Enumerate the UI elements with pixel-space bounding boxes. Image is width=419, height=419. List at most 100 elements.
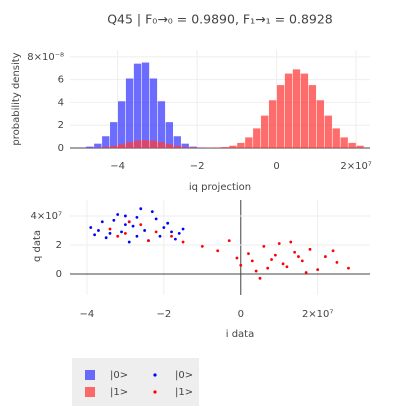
point [123,223,127,227]
bar [276,85,285,148]
bar [141,62,150,149]
point [147,239,150,243]
point [335,260,339,264]
point [304,271,308,274]
y-tick-label: 2 [58,120,64,131]
point [239,263,243,267]
bar [332,128,340,148]
point [123,231,127,235]
legend-label: |0> [110,370,128,381]
point [331,249,335,253]
point [108,227,112,231]
legend-label: |1> [110,387,128,398]
point [116,234,120,238]
bar [316,100,325,148]
legend-swatch [85,387,95,397]
point [170,234,173,238]
x-tick-label: 0 [238,309,244,320]
bar [102,136,110,148]
point [150,210,154,214]
point [158,234,162,238]
point [262,245,266,248]
bar [308,85,317,148]
point [281,262,285,266]
y-axis-label: probability density [11,52,22,145]
point [127,220,131,224]
x-axis-label: iq projection [189,182,251,193]
point [258,276,262,280]
point [154,230,158,234]
point [135,216,139,219]
bar [165,122,174,148]
point [250,259,254,263]
x-tick-label: −2 [190,161,205,172]
point [120,230,123,234]
legend-label: |0> [175,370,193,381]
y-tick-label: 4 [58,97,64,108]
point [123,214,127,218]
point [93,233,97,237]
bar [245,137,253,148]
bar [117,144,126,148]
legend-swatch [85,370,95,380]
bar [125,78,134,148]
point [127,240,131,244]
bar [292,69,301,148]
point [216,249,220,253]
legend-swatch [153,390,157,394]
bar [141,140,150,148]
point [247,252,250,256]
point [270,258,273,261]
y-axis-label: q data [32,230,43,262]
bar [181,146,189,148]
y-tick-label: 0 [58,143,64,154]
point [89,226,93,229]
point [162,226,166,229]
bar [284,73,293,148]
point [300,259,304,263]
legend-swatch [153,373,157,377]
bar [110,122,118,148]
bar [300,73,309,148]
point [181,227,185,231]
bar [181,143,189,148]
point [97,229,100,232]
point [289,240,293,244]
bar [157,101,166,148]
point [254,269,258,273]
point [139,207,143,211]
point [273,253,277,257]
point [112,218,116,222]
point [131,224,135,228]
point [266,266,270,270]
bar [173,145,181,148]
bar [237,142,245,148]
point [170,230,173,234]
y-tick-label: 8×10⁻⁸ [27,52,64,63]
bar [253,128,261,148]
bar [356,145,364,148]
y-tick-label: 0 [56,269,62,280]
bar [133,63,142,148]
bar [189,147,197,148]
y-tick-label: 6 [58,75,64,86]
legend-box [72,358,199,406]
bar [125,142,134,148]
point [139,223,143,227]
point [200,245,204,248]
point [235,256,239,260]
x-tick-label: 0 [273,161,279,172]
point [104,236,108,240]
bar [86,146,94,148]
x-tick-label: −4 [80,309,95,320]
bar [340,137,348,148]
bar [348,142,356,148]
bar [133,140,142,148]
point [297,255,300,258]
bar [117,101,126,148]
point [173,237,177,241]
point [181,240,185,244]
bar [229,145,237,148]
point [323,255,327,258]
